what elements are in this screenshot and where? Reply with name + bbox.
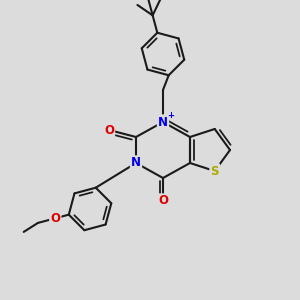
- Text: N: N: [131, 157, 141, 169]
- Text: +: +: [167, 110, 175, 119]
- Text: N: N: [158, 116, 168, 128]
- Text: O: O: [50, 212, 60, 225]
- Text: S: S: [211, 164, 219, 178]
- Text: O: O: [158, 194, 168, 208]
- Text: O: O: [104, 124, 114, 136]
